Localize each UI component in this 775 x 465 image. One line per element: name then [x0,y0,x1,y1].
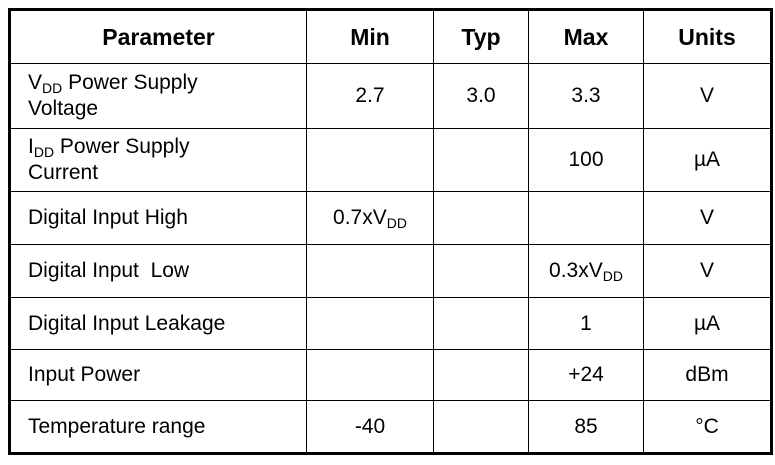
table-cell: VDD Power Supply Voltage [9,63,307,129]
cell-text: µA [693,148,721,171]
cell-text: Input Power [28,363,141,386]
cell-text: Temperature range [28,414,206,438]
cell-text: dBm [685,363,729,386]
table-cell: 3.3 [528,63,644,129]
cell-text: 85 [574,414,598,438]
table-row: Input Power +24 dBm [9,349,772,401]
table-cell: 1 [528,297,644,350]
subscript: DD [386,215,407,231]
table-cell [306,349,434,401]
table-cell: Digital Input Leakage [9,297,307,350]
cell-text: 1 [580,311,592,335]
cell-text: Digital Input High [28,206,188,229]
cell-text: VDD Power Supply Voltage [28,70,238,122]
cell-text: 100 [568,148,604,171]
subscript: DD [33,144,55,160]
table-cell: µA [643,297,772,350]
table-cell: 100 [528,128,644,192]
table-row: IDD Power Supply Current 100 µA [9,128,772,192]
cell-text: V [699,259,714,282]
text: Power Supply Voltage [28,71,204,120]
cell-text: 3.3 [571,84,601,107]
cell-text: IDD Power Supply Current [28,134,238,186]
cell-text: 2.7 [355,84,385,107]
table-cell [433,191,529,245]
header-cell: Units [643,9,772,64]
table-cell [433,349,529,401]
table-cell [528,191,644,245]
spec-table: Parameter Min Typ Max Units VDD Power Supply… [8,8,773,455]
table-cell: µA [643,128,772,192]
table-cell [433,244,529,298]
table-cell: V [643,63,772,129]
cell-text: +24 [568,363,604,386]
table-cell: 0.3xVDD [528,244,644,298]
text: Power Supply Current [28,135,196,184]
table-row: Digital Input Low 0.3xVDD V [9,244,772,298]
cell-text: V [699,206,714,229]
header-row: Parameter Min Typ Max Units [9,9,772,64]
cell-text: 0.3xVDD [549,259,623,284]
cell-text: °C [695,414,719,438]
table-row: Digital Input Leakage 1 µA [9,297,772,350]
table-cell [306,128,434,192]
table-cell: Input Power [9,349,307,401]
table-cell: 0.7xVDD [306,191,434,245]
header-cell: Parameter [9,9,307,64]
header-cell: Max [528,9,644,64]
subscript: DD [602,268,623,284]
table-row: Digital Input High 0.7xVDD V [9,191,772,245]
table-cell: Digital Input High [9,191,307,245]
table-body: VDD Power Supply Voltage 2.7 3.0 3.3 V IDD Po… [9,63,772,454]
cell-text: 0.7xVDD [333,206,407,231]
cell-text: V [699,84,714,107]
table-row: Temperature range -40 85 °C [9,400,772,454]
table-cell: +24 [528,349,644,401]
text: 0.3xV [549,259,603,282]
table-cell: V [643,191,772,245]
table-cell: Temperature range [9,400,307,454]
table-cell: V [643,244,772,298]
subscript: DD [42,80,63,96]
table-cell: 85 [528,400,644,454]
header-cell: Min [306,9,434,64]
table-cell [306,244,434,298]
table-row: VDD Power Supply Voltage 2.7 3.0 3.3 V [9,63,772,129]
table-cell: 3.0 [433,63,529,129]
table-cell [433,400,529,454]
text: V [28,71,43,94]
table-cell: dBm [643,349,772,401]
text: 0.7xV [333,206,387,229]
header-cell: Typ [433,9,529,64]
table-cell [306,297,434,350]
table-cell: IDD Power Supply Current [9,128,307,192]
cell-text: Digital Input Leakage [28,311,226,335]
cell-text: µA [693,311,721,335]
table-cell [433,297,529,350]
table-cell: Digital Input Low [9,244,307,298]
text: I [28,135,34,158]
cell-text: Digital Input Low [28,259,190,282]
table-cell: 2.7 [306,63,434,129]
cell-text: -40 [354,414,386,438]
table-cell: -40 [306,400,434,454]
table-cell [433,128,529,192]
cell-text: 3.0 [466,84,496,107]
table-cell: °C [643,400,772,454]
